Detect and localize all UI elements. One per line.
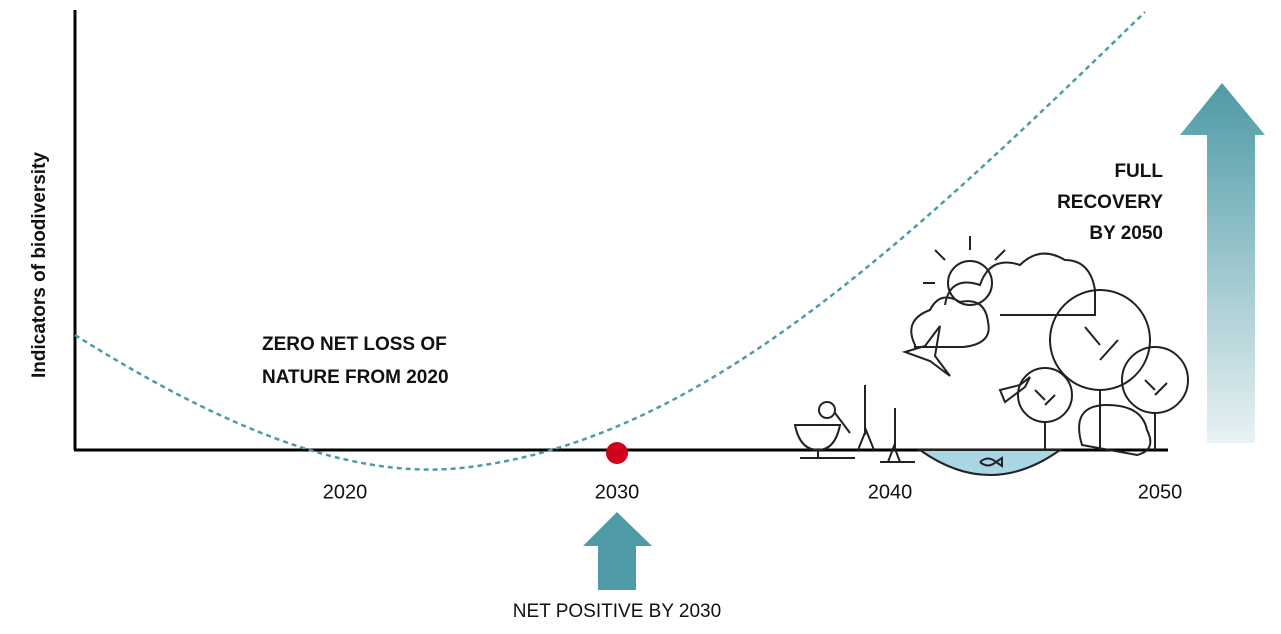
x-tick-label: 2040: [868, 481, 913, 503]
net-positive-arrow: [583, 512, 652, 590]
annotation: ZERO NET LOSS OF: [262, 334, 447, 355]
annotation: FULL: [1114, 161, 1163, 182]
milestone-dot: [606, 442, 628, 464]
x-tick-label: 2030: [595, 481, 640, 503]
y-axis-label: Indicators of biodiversity: [29, 152, 50, 378]
x-tick-label: 2020: [323, 481, 368, 503]
recovery-arrow: [1180, 83, 1265, 443]
annotation: NATURE FROM 2020: [262, 367, 449, 388]
annotation: RECOVERY: [1057, 192, 1163, 213]
nature-illustration: [793, 236, 1189, 476]
annotation: BY 2050: [1089, 223, 1163, 244]
x-tick-label: 2050: [1138, 481, 1183, 503]
annotation: NET POSITIVE BY 2030: [513, 601, 721, 622]
trend-curve: [74, 11, 1146, 471]
